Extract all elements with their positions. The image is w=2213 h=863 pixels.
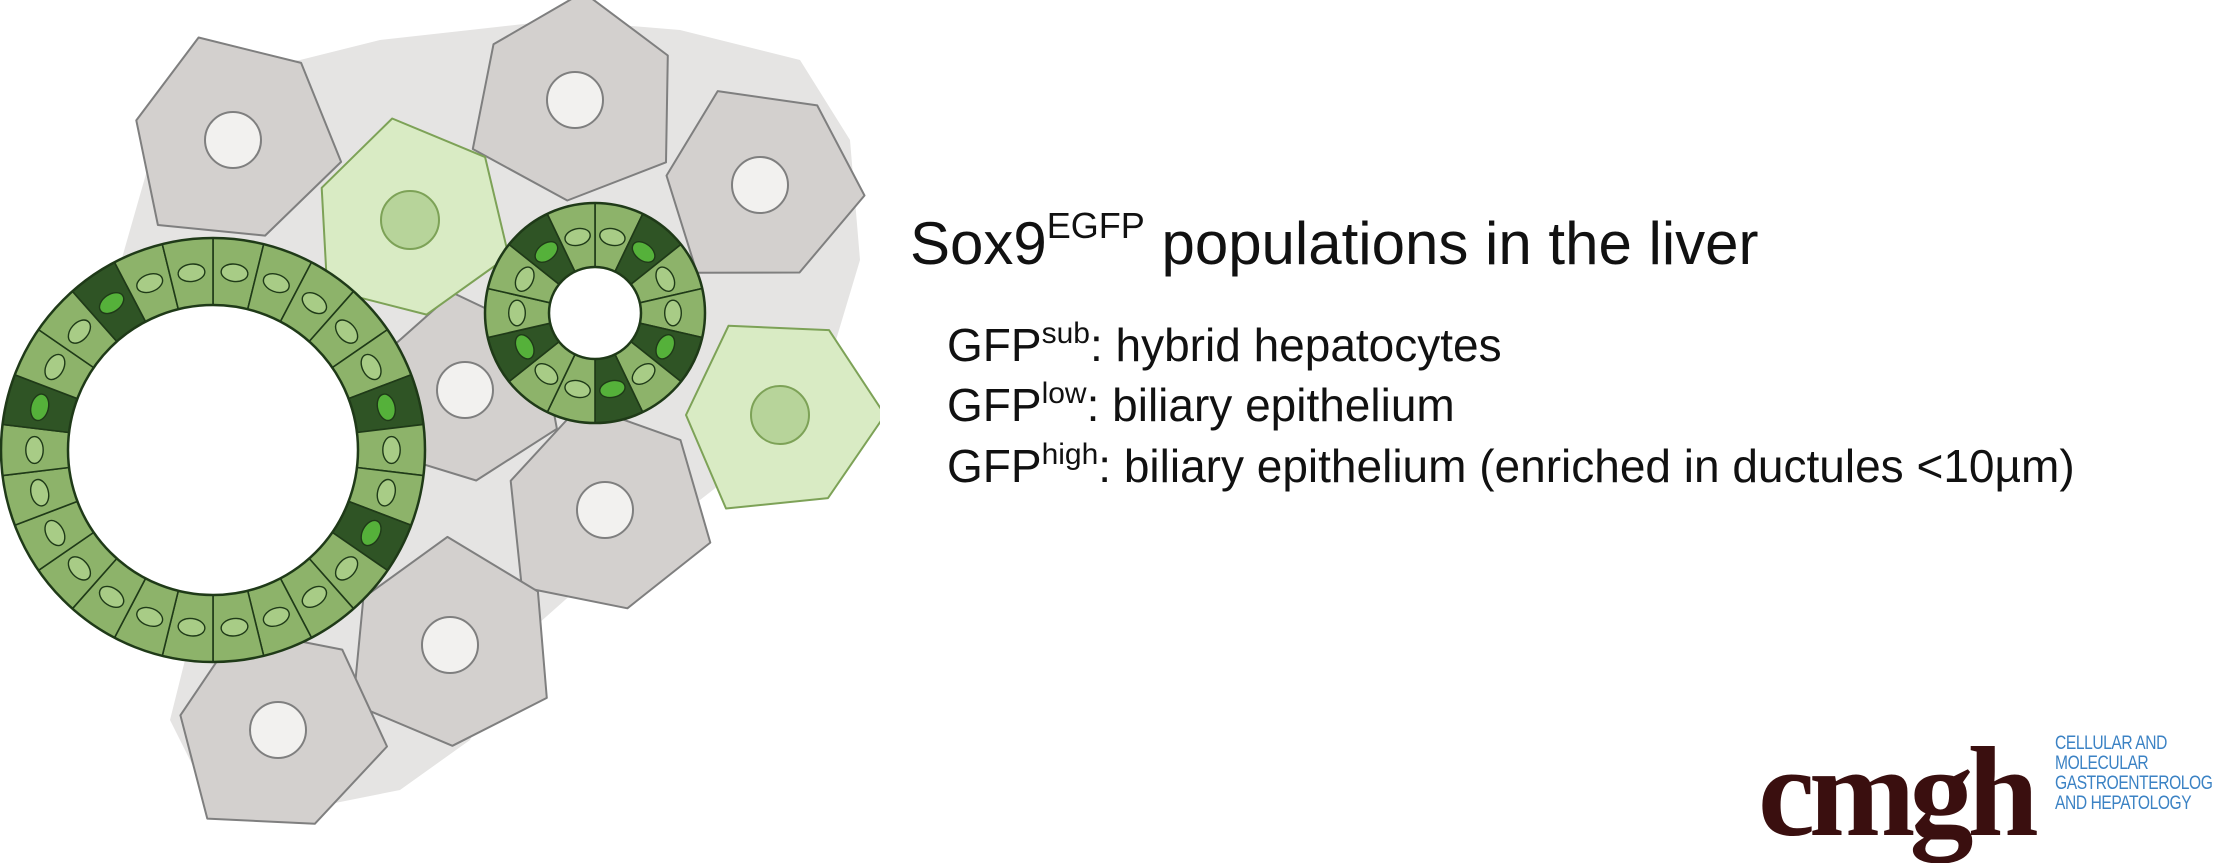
cholangiocyte-nucleus	[301, 585, 328, 609]
title-main: Sox9	[910, 210, 1047, 277]
large-duct-lumen	[66, 303, 360, 597]
population-gfp-sub: GFPsub: hybrid hepatocytes	[947, 319, 1502, 371]
hepatocyte-nucleus	[204, 111, 262, 169]
cholangiocyte-nucleus	[382, 435, 401, 465]
population-description: : biliary epithelium	[1086, 379, 1455, 431]
gfp-sub-cell-nucleus	[750, 385, 810, 445]
population-superscript: low	[1041, 377, 1087, 410]
cholangiocyte-nucleus	[514, 334, 535, 360]
cholangiocyte-nucleus	[44, 519, 66, 547]
cholangiocyte-nucleus	[67, 319, 92, 344]
gfp-high-cholangiocyte	[347, 373, 425, 434]
hepatocyte	[179, 628, 388, 825]
cholangiocyte-nucleus	[534, 241, 559, 263]
cholangiocyte-nucleus	[564, 227, 591, 247]
small-duct-outline	[483, 201, 707, 425]
cholangiocyte-nucleus	[655, 266, 676, 292]
hepatocyte-nucleus	[436, 361, 494, 419]
population-gfp-low: GFPlow: biliary epithelium	[947, 379, 1455, 431]
cholangiocyte-nucleus	[564, 379, 591, 399]
hepatocyte-nucleus	[546, 71, 604, 129]
cholangiocyte-nucleus	[655, 334, 676, 360]
cholangiocyte-nucleus	[220, 263, 249, 283]
cholangiocyte-nucleus	[220, 617, 249, 637]
gfp-sub-cell-nucleus	[380, 190, 440, 250]
hepatocytes	[135, 0, 866, 825]
journal-name-line: AND HEPATOLOGY	[2055, 793, 2192, 814]
cholangiocyte-nucleus	[98, 291, 125, 315]
cholangiocyte-nucleus	[262, 606, 290, 628]
population-prefix: GFP	[947, 379, 1042, 431]
cholangiocyte-nucleus	[67, 556, 92, 581]
cholangiocyte-nucleus	[360, 519, 382, 547]
hepatocyte-nucleus	[421, 616, 479, 674]
cholangiocyte-nucleus	[508, 299, 527, 327]
population-superscript: high	[1041, 438, 1099, 471]
cmgh-logo-wordmark: cmgh	[1758, 721, 2039, 863]
cholangiocyte-nucleus	[376, 478, 397, 507]
population-description: : biliary epithelium (enriched in ductul…	[1098, 440, 2075, 492]
cholangiocyte-nucleus	[262, 272, 290, 294]
cholangiocyte-nucleus	[334, 556, 359, 581]
large-duct-outline	[0, 236, 427, 664]
population-gfp-high: GFPhigh: biliary epithelium (enriched in…	[947, 440, 2075, 492]
hepatocyte-nucleus	[576, 481, 634, 539]
cholangiocyte-nucleus	[44, 353, 66, 381]
hepatocyte-nucleus	[731, 156, 789, 214]
cholangiocyte-nucleus	[29, 478, 50, 507]
gfp-sub-hepatocyte	[685, 324, 880, 510]
journal-name: CELLULAR AND MOLECULAR GASTROENTEROLOGY …	[2055, 734, 2213, 814]
population-description: : hybrid hepatocytes	[1089, 319, 1502, 371]
gfp-low-cholangiocyte	[0, 423, 70, 477]
title-rest: populations in the liver	[1144, 210, 1759, 277]
gfp-sub-hepatocyte	[320, 117, 510, 316]
cholangiocyte-nucleus	[376, 393, 397, 422]
cholangiocyte-nucleus	[334, 319, 359, 344]
cholangiocyte-nucleus	[360, 353, 382, 381]
hepatocyte	[665, 90, 866, 274]
cholangiocyte-nucleus	[631, 363, 656, 385]
cholangiocyte-nucleus	[599, 227, 626, 247]
cholangiocyte-nucleus	[177, 263, 206, 283]
journal-name-line: MOLECULAR	[2055, 753, 2149, 774]
population-prefix: GFP	[947, 319, 1042, 371]
cholangiocyte-nucleus	[514, 266, 535, 292]
gfp-low-cholangiocyte	[37, 531, 118, 610]
small-duct-lumen	[547, 265, 643, 361]
cholangiocyte-nucleus	[136, 606, 164, 628]
liver-cell-illustration	[0, 0, 880, 825]
journal-name-line: GASTROENTEROLOGY	[2055, 773, 2213, 794]
cholangiocyte-nucleus	[663, 299, 682, 327]
hepatocyte	[509, 403, 712, 610]
cholangiocyte-nucleus	[177, 617, 206, 637]
hepatocyte-nucleus	[249, 701, 307, 759]
large-bile-duct	[0, 236, 427, 664]
hepatocyte	[352, 535, 548, 747]
cholangiocyte-nucleus	[136, 272, 164, 294]
journal-name-line: CELLULAR AND	[2055, 733, 2167, 754]
cholangiocyte-nucleus	[29, 393, 50, 422]
title-superscript: EGFP	[1046, 205, 1145, 246]
population-superscript: sub	[1041, 317, 1090, 350]
cholangiocyte-nucleus	[301, 291, 328, 315]
population-prefix: GFP	[947, 440, 1042, 492]
hepatocyte	[471, 0, 669, 202]
cholangiocyte-nucleus	[534, 363, 559, 385]
gfp-low-cholangiocyte	[161, 589, 214, 663]
gfp-sub-hepatocytes	[320, 117, 880, 510]
cholangiocyte-nucleus	[599, 379, 626, 399]
small-bile-ductule	[483, 201, 707, 425]
hepatocyte	[135, 36, 343, 237]
gfp-low-cholangiocyte	[356, 423, 426, 477]
cholangiocyte-nucleus	[98, 585, 125, 609]
cholangiocyte-nucleus	[25, 435, 44, 465]
diagram-title: Sox9EGFP populations in the liver	[910, 208, 1759, 274]
cholangiocyte-nucleus	[631, 241, 656, 263]
